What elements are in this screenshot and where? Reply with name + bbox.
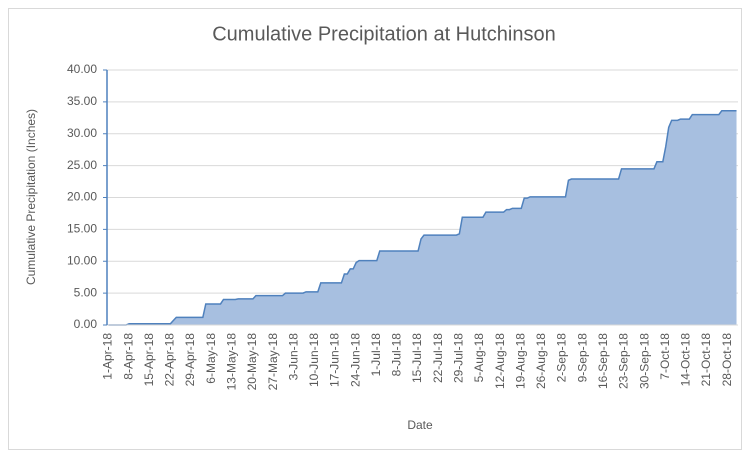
chart-title: Cumulative Precipitation at Hutchinson: [212, 23, 556, 45]
y-tick-label: 35.00: [67, 94, 97, 108]
x-tick-label: 23-Sep-18: [617, 333, 631, 389]
y-tick-label: 20.00: [67, 190, 97, 204]
x-tick-label: 14-Oct-18: [679, 333, 693, 387]
x-tick-label: 28-Oct-18: [720, 333, 734, 387]
y-axis-title: Cumulative Precipitation (Inches): [24, 109, 38, 285]
x-tick-label: 21-Oct-18: [699, 333, 713, 387]
x-tick-label: 12-Aug-18: [493, 333, 507, 389]
x-tick-label: 20-May-18: [245, 333, 259, 391]
x-axis-title: Date: [407, 418, 433, 432]
x-tick-label: 15-Jul-18: [410, 333, 424, 383]
y-tick-label: 40.00: [67, 62, 97, 76]
x-tick-label: 1-Apr-18: [101, 333, 115, 380]
x-tick-label: 16-Sep-18: [596, 333, 610, 389]
x-tick-label: 10-Jun-18: [307, 333, 321, 387]
x-tick-label: 8-Jul-18: [390, 333, 404, 377]
x-tick-label: 5-Aug-18: [472, 333, 486, 383]
x-tick-label: 27-May-18: [266, 333, 280, 391]
y-tick-label: 25.00: [67, 158, 97, 172]
y-tick-label: 5.00: [74, 285, 98, 299]
x-tick-label: 8-Apr-18: [121, 333, 135, 380]
x-tick-label: 15-Apr-18: [142, 333, 156, 387]
x-tick-label: 6-May-18: [204, 333, 218, 384]
x-tick-label: 13-May-18: [224, 333, 238, 391]
x-tick-label: 29-Apr-18: [183, 333, 197, 387]
x-tick-label: 29-Jul-18: [452, 333, 466, 383]
y-tick-label: 0.00: [74, 317, 98, 331]
x-tick-label: 2-Sep-18: [555, 333, 569, 383]
y-tick-label: 15.00: [67, 222, 97, 236]
x-tick-label: 24-Jun-18: [348, 333, 362, 387]
x-tick-label: 22-Apr-18: [163, 333, 177, 387]
x-tick-label: 3-Jun-18: [286, 333, 300, 381]
x-tick-label: 7-Oct-18: [658, 333, 672, 380]
x-tick-label: 30-Sep-18: [637, 333, 651, 389]
area-line: [108, 110, 737, 326]
x-tick-label: 26-Aug-18: [534, 333, 548, 389]
area: [108, 110, 737, 325]
x-tick-label: 22-Jul-18: [431, 333, 445, 383]
x-tick-label: 9-Sep-18: [575, 333, 589, 383]
y-tick-label: 10.00: [67, 253, 97, 267]
y-tick-label: 30.00: [67, 126, 97, 140]
x-tick-label: 17-Jun-18: [328, 333, 342, 387]
x-tick-label: 19-Aug-18: [513, 333, 527, 389]
x-tick-label: 1-Jul-18: [369, 333, 383, 377]
